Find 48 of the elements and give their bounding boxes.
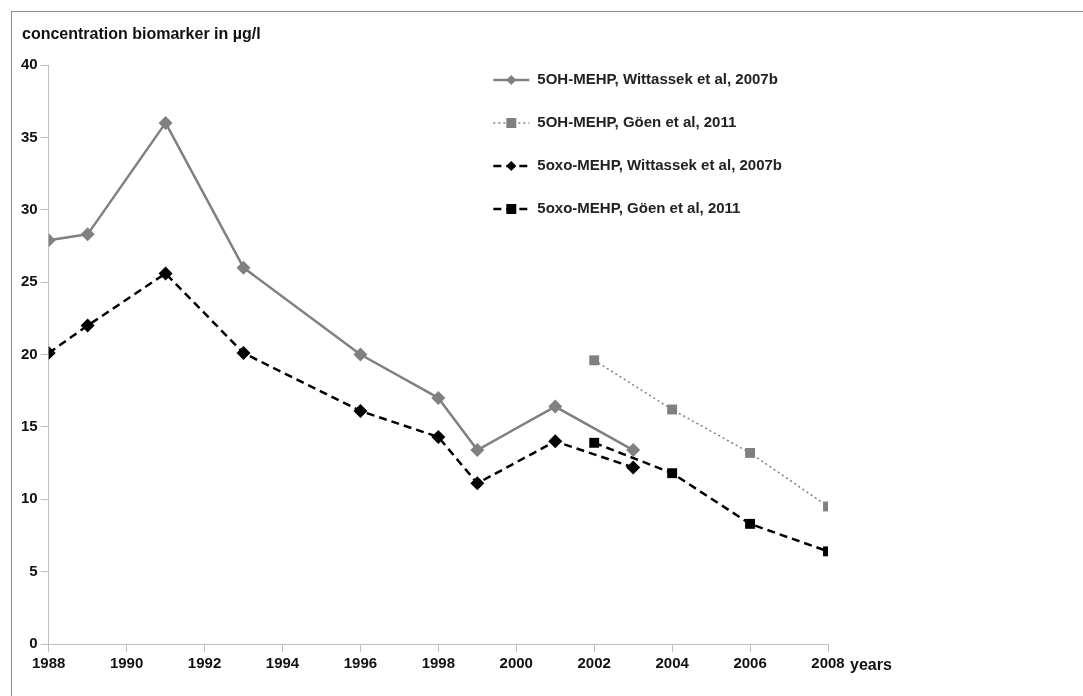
point: [745, 447, 756, 458]
x-tick-label: 1996: [343, 654, 378, 672]
legend-label: 5oxo-MEHP, Wittassek et al, 2007b: [537, 156, 782, 174]
x-tick-label: 2000: [499, 654, 533, 672]
point: [80, 318, 95, 333]
x-axis-title: years: [850, 656, 892, 674]
point: [353, 347, 368, 362]
point: [626, 443, 641, 458]
x-tick-label: 1988: [32, 654, 66, 672]
x-tick-label: 2006: [733, 654, 767, 672]
point: [589, 437, 600, 448]
y-tick-label: 15: [21, 417, 38, 435]
point: [548, 399, 563, 414]
x-tick-label: 1992: [187, 654, 222, 672]
point: [158, 266, 173, 281]
point: [470, 443, 485, 458]
legend-label: 5oxo-MEHP, Göen et al, 2011: [537, 199, 741, 217]
point: [158, 115, 173, 130]
point: [431, 430, 446, 445]
y-axis-title: concentration biomarker in µg/l: [22, 25, 261, 43]
x-tick-label: 1990: [109, 654, 144, 672]
point: [236, 260, 251, 275]
point: [236, 346, 251, 361]
point: [431, 390, 446, 405]
point: [745, 518, 756, 529]
point: [353, 403, 368, 418]
point: [589, 355, 600, 366]
point: [667, 468, 678, 479]
x-tick-label: 1994: [265, 654, 300, 672]
y-tick-label: 35: [21, 127, 38, 145]
point: [470, 476, 485, 491]
y-tick-label: 20: [21, 344, 38, 362]
y-tick-label: 10: [21, 489, 38, 507]
y-tick-label: 0: [29, 634, 38, 652]
y-tick-label: 30: [21, 199, 38, 217]
x-tick-label: 2004: [655, 654, 690, 672]
y-tick-label: 5: [29, 561, 38, 579]
legend-label: 5OH-MEHP, Wittassek et al, 2007b: [537, 70, 778, 88]
point: [80, 227, 95, 242]
y-tick-label: 25: [21, 272, 38, 290]
point: [548, 434, 563, 449]
x-tick-label: 2008: [811, 654, 845, 672]
legend-label: 5OH-MEHP, Göen et al, 2011: [537, 113, 737, 131]
x-tick-label: 1998: [421, 654, 456, 672]
point: [667, 404, 678, 415]
y-tick-label: 40: [21, 55, 38, 73]
x-tick-label: 2002: [577, 654, 611, 672]
point: [626, 460, 641, 475]
